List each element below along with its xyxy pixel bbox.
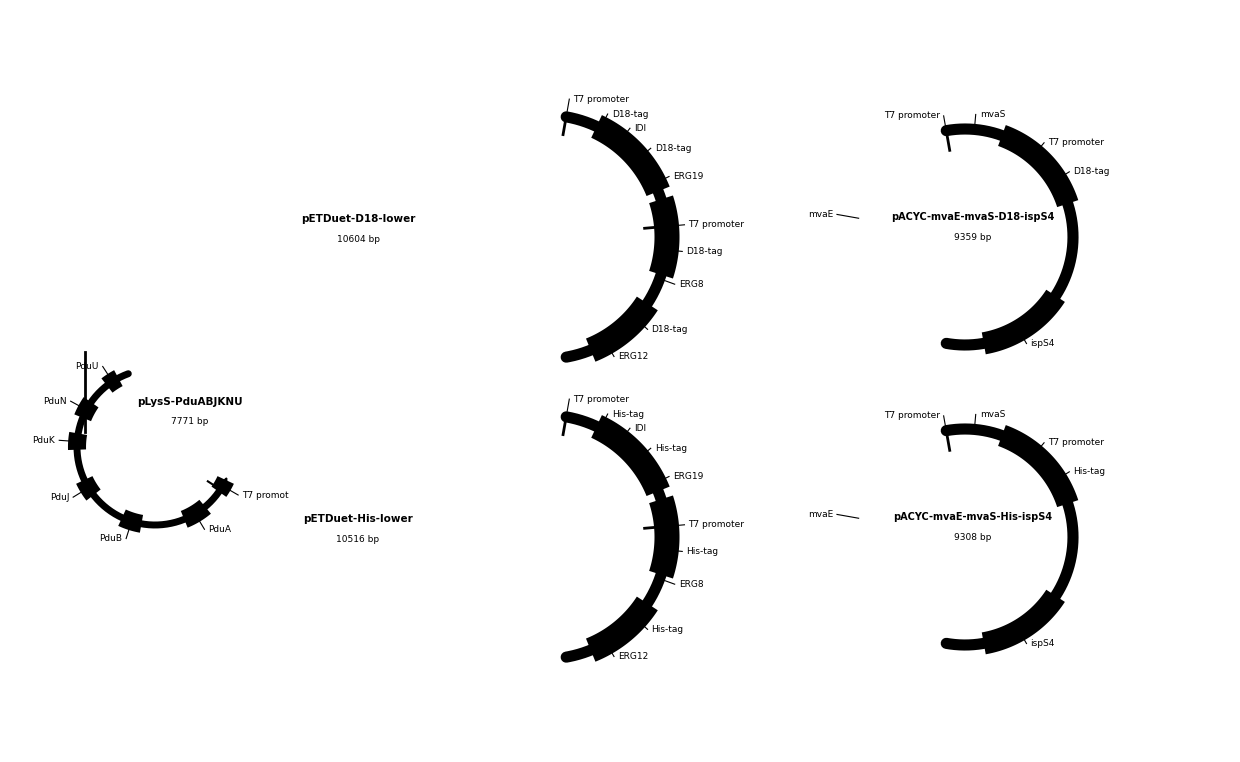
Text: ispS4: ispS4 [1030, 639, 1055, 648]
Text: 9308 bp: 9308 bp [955, 533, 992, 542]
Text: His-tag: His-tag [1074, 467, 1105, 476]
Text: ERG12: ERG12 [618, 652, 649, 661]
Text: pETDuet-His-lower: pETDuet-His-lower [303, 514, 413, 524]
Text: mvaE: mvaE [807, 510, 833, 519]
Text: D18-tag: D18-tag [686, 247, 723, 256]
Text: T7 promoter: T7 promoter [1048, 138, 1104, 147]
Text: mvaE: mvaE [807, 210, 833, 219]
Text: ERG8: ERG8 [678, 580, 703, 589]
Text: PduN: PduN [43, 397, 67, 405]
Text: D18-tag: D18-tag [1074, 168, 1110, 176]
Text: T7 promoter: T7 promoter [573, 395, 630, 404]
Text: ispS4: ispS4 [1030, 339, 1055, 348]
Text: D18-tag: D18-tag [655, 144, 691, 153]
Text: His-tag: His-tag [611, 409, 644, 418]
Text: ERG8: ERG8 [678, 280, 703, 289]
Text: PduJ: PduJ [50, 493, 69, 501]
Text: PduB: PduB [99, 534, 122, 543]
Text: mvaS: mvaS [980, 110, 1006, 119]
Text: PduK: PduK [32, 436, 56, 445]
Text: ERG19: ERG19 [673, 172, 703, 181]
Text: His-tag: His-tag [655, 443, 687, 453]
Text: T7 promot: T7 promot [242, 491, 289, 500]
Text: mvaS: mvaS [980, 410, 1006, 419]
Text: ERG19: ERG19 [673, 472, 703, 481]
Text: pACYC-mvaE-mvaS-D18-ispS4: pACYC-mvaE-mvaS-D18-ispS4 [892, 212, 1055, 222]
Text: PduA: PduA [208, 525, 232, 534]
Text: T7 promoter: T7 promoter [573, 94, 630, 104]
Text: 10516 bp: 10516 bp [336, 534, 379, 543]
Text: T7 promoter: T7 promoter [688, 220, 744, 229]
Text: pLysS-PduABJKNU: pLysS-PduABJKNU [138, 397, 243, 407]
Text: T7 promoter: T7 promoter [688, 520, 744, 530]
Text: 9359 bp: 9359 bp [955, 232, 992, 242]
Text: IDI: IDI [634, 424, 646, 433]
Text: PduU: PduU [76, 362, 99, 371]
Text: IDI: IDI [634, 123, 646, 133]
Text: His-tag: His-tag [651, 625, 683, 634]
Text: pACYC-mvaE-mvaS-His-ispS4: pACYC-mvaE-mvaS-His-ispS4 [894, 512, 1053, 522]
Text: ERG12: ERG12 [618, 352, 649, 361]
Text: T7 promoter: T7 promoter [1048, 438, 1104, 447]
Text: D18-tag: D18-tag [611, 110, 649, 119]
Text: T7 promoter: T7 promoter [884, 411, 940, 421]
Text: T7 promoter: T7 promoter [884, 111, 940, 120]
Text: 10604 bp: 10604 bp [336, 235, 379, 244]
Text: 7771 bp: 7771 bp [171, 418, 208, 427]
Text: D18-tag: D18-tag [651, 325, 688, 334]
Text: His-tag: His-tag [686, 547, 718, 556]
Text: pETDuet-D18-lower: pETDuet-D18-lower [301, 214, 415, 224]
